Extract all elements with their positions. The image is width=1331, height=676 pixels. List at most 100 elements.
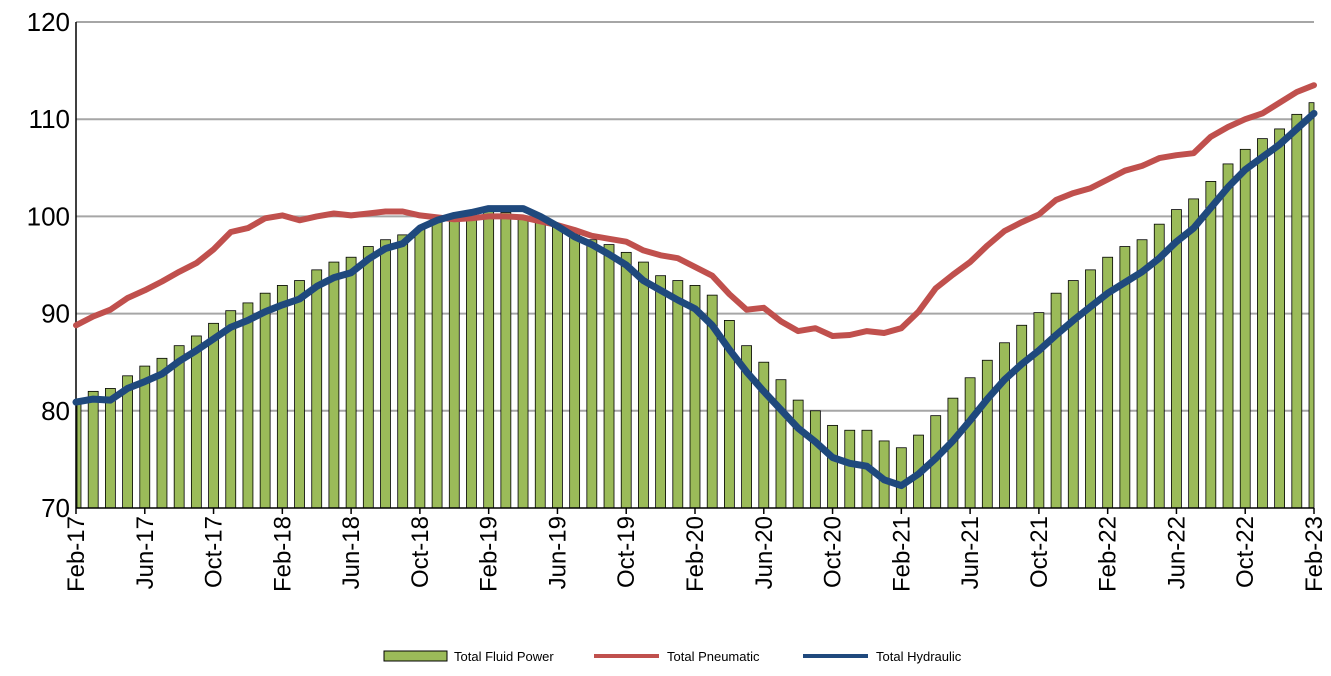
bar-oct-19 — [620, 251, 632, 509]
y-tick-label: 90 — [41, 299, 70, 329]
bar-aug-19 — [586, 239, 598, 509]
bar-mar-19 — [500, 212, 512, 509]
x-tick-label: Jun-22 — [1163, 516, 1190, 589]
bar-jan-23 — [1291, 113, 1303, 509]
legend-item-total-pneumatic: Total Pneumatic — [594, 649, 760, 664]
y-tick-label: 110 — [29, 104, 70, 134]
bar-nov-21 — [1050, 292, 1062, 509]
bar-feb-23 — [1308, 102, 1315, 509]
bar-nov-20 — [844, 429, 856, 509]
x-tick-label: Jun-17 — [132, 516, 159, 589]
x-tick-label: Oct-17 — [201, 516, 228, 588]
bar-aug-20 — [792, 399, 804, 509]
bar-apr-22 — [1136, 239, 1148, 509]
x-tick-label: Oct-18 — [407, 516, 434, 588]
legend-label-total-pneumatic: Total Pneumatic — [667, 649, 760, 664]
bar-jun-19 — [552, 223, 563, 509]
bar-mar-18 — [294, 280, 305, 509]
y-tick-label: 120 — [27, 7, 70, 37]
x-tick-label: Feb-21 — [888, 516, 915, 592]
legend-label-total-hydraulic: Total Hydraulic — [876, 649, 962, 664]
bar-may-18 — [328, 261, 340, 509]
bar-jul-21 — [981, 359, 993, 509]
bar-apr-18 — [311, 269, 323, 509]
x-tick-label: Oct-20 — [820, 516, 847, 588]
bar-nov-19 — [638, 261, 649, 509]
bar-jan-19 — [466, 212, 477, 509]
bar-apr-19 — [517, 217, 529, 509]
bar-aug-21 — [999, 342, 1010, 509]
bar-mar-17 — [87, 390, 99, 509]
bar-feb-21 — [895, 447, 907, 509]
bar-jun-18 — [345, 256, 357, 509]
bar-may-21 — [947, 397, 959, 509]
bar-feb-18 — [276, 285, 288, 509]
bar-jun-17 — [139, 365, 151, 509]
x-tick-label: Feb-17 — [63, 516, 90, 592]
y-tick-label: 100 — [27, 201, 70, 231]
line-total-pneumatic — [73, 82, 1317, 339]
bar-jan-20 — [672, 280, 684, 509]
bar-nov-17 — [225, 310, 237, 509]
y-tick-label: 70 — [41, 493, 70, 523]
bar-nov-18 — [431, 220, 443, 509]
bar-may-19 — [534, 219, 546, 509]
x-tick-label: Oct-22 — [1232, 516, 1259, 588]
bar-jul-17 — [156, 357, 168, 509]
bar-oct-17 — [208, 322, 219, 509]
x-tick-label: Feb-22 — [1095, 516, 1122, 592]
bar-jul-19 — [569, 233, 581, 509]
bar-dec-17 — [242, 302, 254, 509]
legend-label-total-fluid-power: Total Fluid Power — [454, 649, 554, 664]
x-tick-label: Oct-19 — [613, 516, 640, 588]
bar-jun-21 — [964, 377, 976, 509]
x-tick-label: Oct-21 — [1026, 516, 1053, 588]
bar-sep-19 — [603, 244, 615, 509]
bar-jul-20 — [775, 379, 787, 509]
x-tick-label: Feb-19 — [476, 516, 503, 592]
bar-jun-22 — [1171, 209, 1182, 509]
bar-sep-17 — [190, 335, 202, 509]
bar-jul-18 — [362, 246, 374, 509]
bar-feb-17 — [76, 400, 82, 509]
x-tick-label: Feb-18 — [269, 516, 296, 592]
legend-swatch-bar — [383, 650, 448, 662]
x-tick-label: Feb-20 — [682, 516, 709, 592]
bar-aug-18 — [380, 239, 391, 509]
bar-oct-22 — [1239, 148, 1251, 509]
legend-item-total-fluid-power: Total Fluid Power — [383, 649, 554, 664]
legend-item-total-hydraulic: Total Hydraulic — [803, 649, 962, 664]
bar-sep-20 — [809, 410, 821, 509]
x-axis-ticks: Feb-17 Jun-17 Oct-17 Feb-18 Jun-18 Oct-18 Feb-… — [63, 508, 1328, 592]
x-tick-label: Jun-18 — [338, 516, 365, 589]
legend: Total Fluid Power Total Pneumatic Total … — [383, 649, 962, 664]
bar-may-17 — [122, 375, 133, 509]
bar-sep-18 — [397, 234, 409, 509]
bar-oct-18 — [414, 228, 426, 509]
bar-oct-20 — [827, 424, 838, 509]
bar-dec-18 — [448, 214, 460, 509]
bar-dec-22 — [1274, 128, 1285, 509]
x-tick-label: Jun-20 — [751, 516, 778, 589]
x-tick-label: Jun-19 — [544, 516, 571, 589]
bar-aug-22 — [1205, 181, 1217, 509]
y-axis-ticks: 70 80 90 100 110 120 — [27, 7, 70, 523]
bar-jan-18 — [259, 292, 271, 509]
series-lines — [72, 82, 1318, 490]
x-tick-label: Jun-21 — [957, 516, 984, 589]
bar-oct-21 — [1033, 312, 1045, 509]
bar-sep-22 — [1222, 163, 1234, 509]
bar-dec-19 — [655, 275, 666, 509]
bar-feb-20 — [689, 285, 701, 509]
bar-nov-22 — [1257, 138, 1268, 509]
bar-aug-17 — [173, 345, 185, 509]
bar-sep-21 — [1016, 324, 1028, 509]
bar-may-22 — [1153, 223, 1165, 509]
bar-feb-19 — [483, 211, 495, 509]
y-tick-label: 80 — [41, 396, 70, 426]
bar-apr-17 — [105, 388, 116, 509]
line-total-hydraulic — [72, 109, 1318, 490]
x-tick-label: Feb-23 — [1301, 516, 1328, 592]
bar-jul-22 — [1188, 198, 1200, 509]
